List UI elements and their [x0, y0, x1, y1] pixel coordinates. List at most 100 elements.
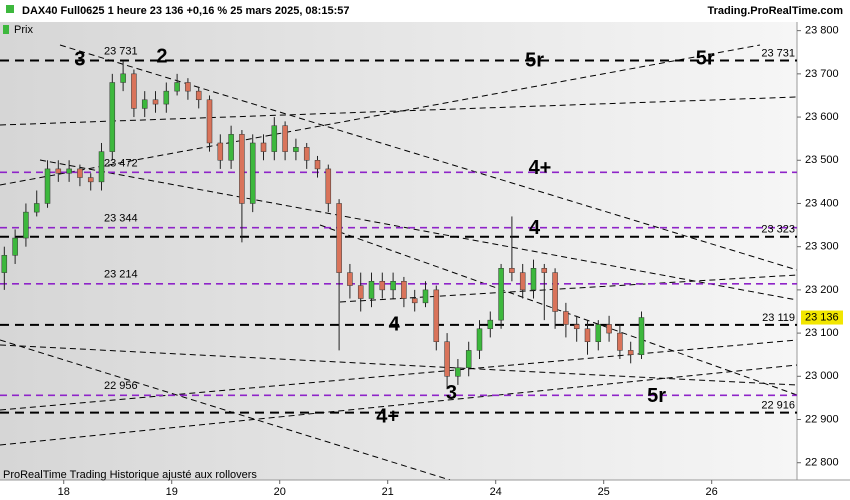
candle-body: [131, 73, 137, 109]
candle-body: [66, 168, 72, 174]
level-left-label: 23 472: [104, 157, 138, 169]
candle-body: [33, 203, 40, 213]
trendline: [0, 339, 451, 480]
x-tick-label: 18: [58, 486, 70, 498]
candle-body: [152, 99, 159, 105]
y-axis-area: [797, 22, 850, 480]
y-tick-label: 23 000: [805, 370, 839, 382]
candle-body: [379, 280, 386, 291]
wave-label: 3: [446, 382, 457, 404]
candle-body: [185, 82, 191, 92]
trendline: [0, 339, 797, 411]
candle-body: [368, 280, 375, 299]
candle-body: [249, 142, 256, 204]
y-tick-label: 23 600: [805, 111, 839, 123]
candle-body: [1, 255, 8, 273]
wave-label: 5r: [696, 47, 715, 69]
candle-body: [314, 160, 321, 170]
candle-body: [433, 289, 440, 342]
candle-body: [303, 147, 310, 161]
candle-body: [541, 268, 548, 273]
y-tick-label: 22 800: [805, 457, 839, 469]
candle-body: [465, 350, 472, 368]
trendlines: [0, 44, 797, 480]
candle-body: [401, 280, 407, 299]
candle-body: [228, 134, 234, 161]
candle-body: [455, 367, 461, 377]
level-right-label: 23 323: [761, 224, 795, 236]
candle-body: [584, 328, 591, 342]
last-price-box: [801, 310, 843, 325]
legend-swatch: [3, 25, 9, 34]
wave-label: 5r: [647, 385, 666, 407]
candle-body: [217, 142, 224, 161]
candle-body: [195, 90, 202, 101]
trendline: [0, 344, 797, 386]
y-tick-label: 23 800: [805, 25, 839, 37]
candle-body: [390, 280, 396, 291]
x-tick-label: 24: [490, 486, 502, 498]
logo-icon: [6, 5, 14, 13]
candle-body: [325, 168, 332, 204]
wave-label: 4+: [529, 157, 552, 179]
y-tick-label: 23 300: [805, 241, 839, 253]
candle-body: [476, 328, 483, 351]
candle-body: [293, 147, 299, 152]
plot: 3 2 5r 5r 4+ 4 4 3 5r 4+: [0, 46, 797, 428]
candle-body: [98, 151, 105, 183]
candle-body: [44, 168, 51, 204]
trendline: [339, 274, 797, 303]
candle-body: [487, 319, 494, 330]
candle-body: [519, 272, 526, 291]
candle-body: [563, 311, 569, 325]
y-tick-label: 23 100: [805, 327, 839, 339]
y-tick-label: 23 400: [805, 197, 839, 209]
candle-body: [347, 272, 353, 286]
candle-body: [422, 289, 429, 304]
y-tick-label: 22 900: [805, 413, 839, 425]
candle-body: [336, 203, 342, 273]
level-left-label: 23 214: [104, 269, 138, 281]
legend-label: Prix: [14, 24, 33, 36]
candle-body: [606, 324, 612, 334]
source: Trading.ProRealTime.com: [707, 5, 843, 17]
candle-body: [498, 268, 504, 321]
level-left-label: 23 731: [104, 45, 138, 57]
level-right-label: 23 731: [761, 47, 795, 59]
wave-label: 4+: [376, 406, 399, 428]
y-tick-label: 23 200: [805, 284, 839, 296]
wave-label: 5r: [525, 50, 544, 72]
candle-body: [109, 82, 116, 152]
y-tick-label: 23 500: [805, 154, 839, 166]
last-price-label: 23 136: [805, 311, 839, 323]
trendline: [0, 44, 761, 186]
candle-body: [552, 272, 558, 312]
candle-body: [260, 142, 267, 152]
level-left-label: 23 344: [104, 213, 138, 225]
footer: ProRealTime Trading Historique ajusté au…: [3, 469, 257, 481]
x-tick-label: 21: [382, 486, 394, 498]
candle-body: [638, 317, 645, 355]
x-tick-label: 19: [166, 486, 178, 498]
candle-body: [573, 324, 580, 330]
header-bar: [0, 0, 850, 22]
candle-body: [357, 285, 364, 299]
x-tick-label: 20: [274, 486, 286, 498]
candle-body: [87, 177, 94, 183]
wave-label: 2: [156, 46, 167, 68]
candle-body: [271, 125, 278, 152]
trendline: [0, 364, 797, 446]
level-right-label: 23 119: [762, 312, 795, 324]
trendline: [59, 44, 797, 271]
chart-title: DAX40 Full0625 1 heure 23 136 +0,16 % 25…: [22, 5, 349, 17]
x-tick-label: 26: [706, 486, 718, 498]
candle-body: [120, 73, 126, 83]
candle-body: [444, 341, 450, 377]
wave-label: 4: [389, 314, 401, 336]
candle-body: [77, 168, 83, 178]
candle-body: [509, 268, 515, 273]
wave-label: 4: [529, 217, 541, 239]
candle-body: [627, 350, 634, 355]
candle-body: [206, 99, 213, 144]
